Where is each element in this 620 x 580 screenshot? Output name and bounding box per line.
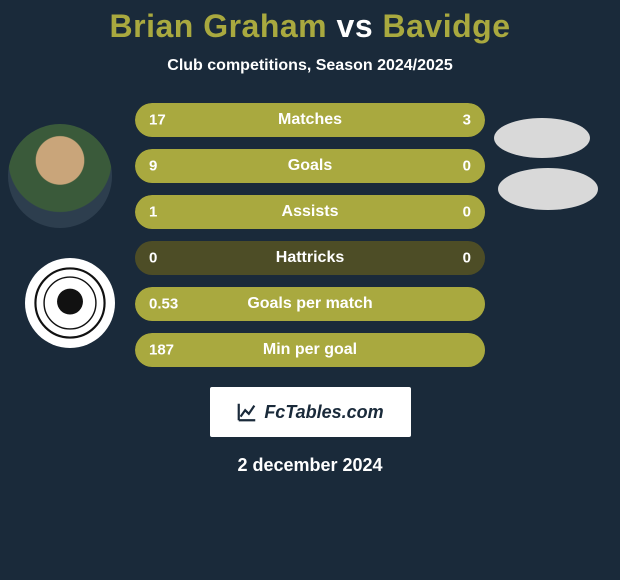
player1-avatar	[8, 124, 112, 228]
stat-label: Min per goal	[263, 341, 357, 359]
stat-value-left: 17	[149, 112, 166, 129]
stat-value-left: 0	[149, 250, 157, 267]
subtitle: Club competitions, Season 2024/2025	[0, 57, 620, 75]
stat-fill-left	[135, 103, 401, 137]
chart-icon	[236, 401, 258, 423]
stat-value-right: 0	[463, 250, 471, 267]
player2-name: Bavidge	[383, 8, 511, 44]
stat-value-left: 187	[149, 342, 174, 359]
stat-value-right: 3	[463, 112, 471, 129]
stat-label: Assists	[282, 203, 339, 221]
stat-value-left: 1	[149, 204, 157, 221]
stat-row: 187 Min per goal	[135, 333, 485, 367]
player1-club-badge	[25, 258, 115, 348]
stat-value-left: 9	[149, 158, 157, 175]
page-title: Brian Graham vs Bavidge	[0, 8, 620, 45]
player1-name: Brian Graham	[110, 8, 328, 44]
brand-text: FcTables.com	[264, 402, 383, 423]
stat-value-right: 0	[463, 158, 471, 175]
vs-label: vs	[337, 8, 374, 44]
stat-row: 1 0 Assists	[135, 195, 485, 229]
player2-club-badge	[498, 168, 598, 210]
stats-bars: 17 3 Matches 9 0 Goals 1 0 Assists 0 0 Hattricks 0.5…	[135, 103, 485, 367]
stat-row: 9 0 Goals	[135, 149, 485, 183]
stat-value-left: 0.53	[149, 296, 178, 313]
player2-avatar	[494, 118, 590, 158]
stat-label: Hattricks	[276, 249, 344, 267]
stat-value-right: 0	[463, 204, 471, 221]
stat-label: Matches	[278, 111, 342, 129]
date: 2 december 2024	[0, 455, 620, 476]
stat-row: 17 3 Matches	[135, 103, 485, 137]
stat-fill-right	[401, 103, 485, 137]
stat-label: Goals	[288, 157, 332, 175]
avatar-placeholder-icon	[8, 124, 112, 228]
brand-badge: FcTables.com	[208, 385, 413, 439]
stat-row: 0.53 Goals per match	[135, 287, 485, 321]
stat-row: 0 0 Hattricks	[135, 241, 485, 275]
club-badge-icon	[25, 258, 115, 348]
stat-label: Goals per match	[247, 295, 372, 313]
